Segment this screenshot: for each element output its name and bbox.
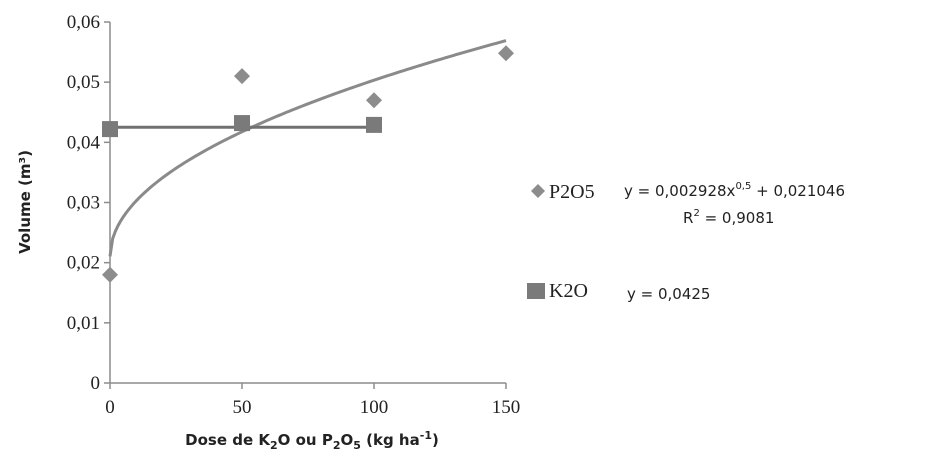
trendline-p2o5 [108,39,507,257]
data-point-k2o [366,116,382,133]
legend: P2O5 y = 0,002928x0,5 + 0,021046 R2 = 0,… [527,181,845,303]
x-axis-ticks: 0 50 100 150 [105,383,520,418]
k2o-equation: y = 0,0425 [627,285,710,303]
x-tick-label: 50 [233,397,252,418]
x-axis-label: Dose de K2O ou P2O5 (kg ha-1) [185,429,439,452]
data-points [102,45,514,283]
data-point-p2o5 [366,92,382,109]
legend-label-p2o5: P2O5 [549,181,595,203]
legend-item-p2o5: P2O5 y = 0,002928x0,5 + 0,021046 R2 = 0,… [531,181,845,227]
trendlines [108,39,507,257]
y-tick-label: 0,06 [67,12,100,33]
y-tick-label: 0,05 [67,72,100,93]
data-point-k2o [102,121,118,138]
x-tick-label: 0 [105,397,115,418]
data-point-p2o5 [102,266,118,283]
p2o5-equation: y = 0,002928x0,5 + 0,021046 [624,181,845,200]
legend-marker-square [527,283,545,299]
y-axis-ticks: 0 0,01 0,02 0,03 0,04 0,05 0,06 [67,12,110,394]
data-point-p2o5 [498,45,514,62]
y-tick-label: 0,03 [67,193,100,214]
y-tick-label: 0 [91,373,101,394]
y-axis-label: Volume (m³) [16,150,34,254]
y-tick-label: 0,01 [67,313,100,334]
data-point-k2o [234,115,250,132]
y-tick-label: 0,04 [67,132,101,153]
x-tick-label: 100 [360,397,389,418]
legend-item-k2o: K2O y = 0,0425 [527,280,710,303]
legend-label-k2o: K2O [549,280,588,302]
data-point-p2o5 [234,68,250,85]
legend-marker-diamond [531,184,545,198]
p2o5-r-squared: R2 = 0,9081 [683,208,774,227]
x-tick-label: 150 [492,397,521,418]
y-tick-label: 0,02 [67,253,100,274]
